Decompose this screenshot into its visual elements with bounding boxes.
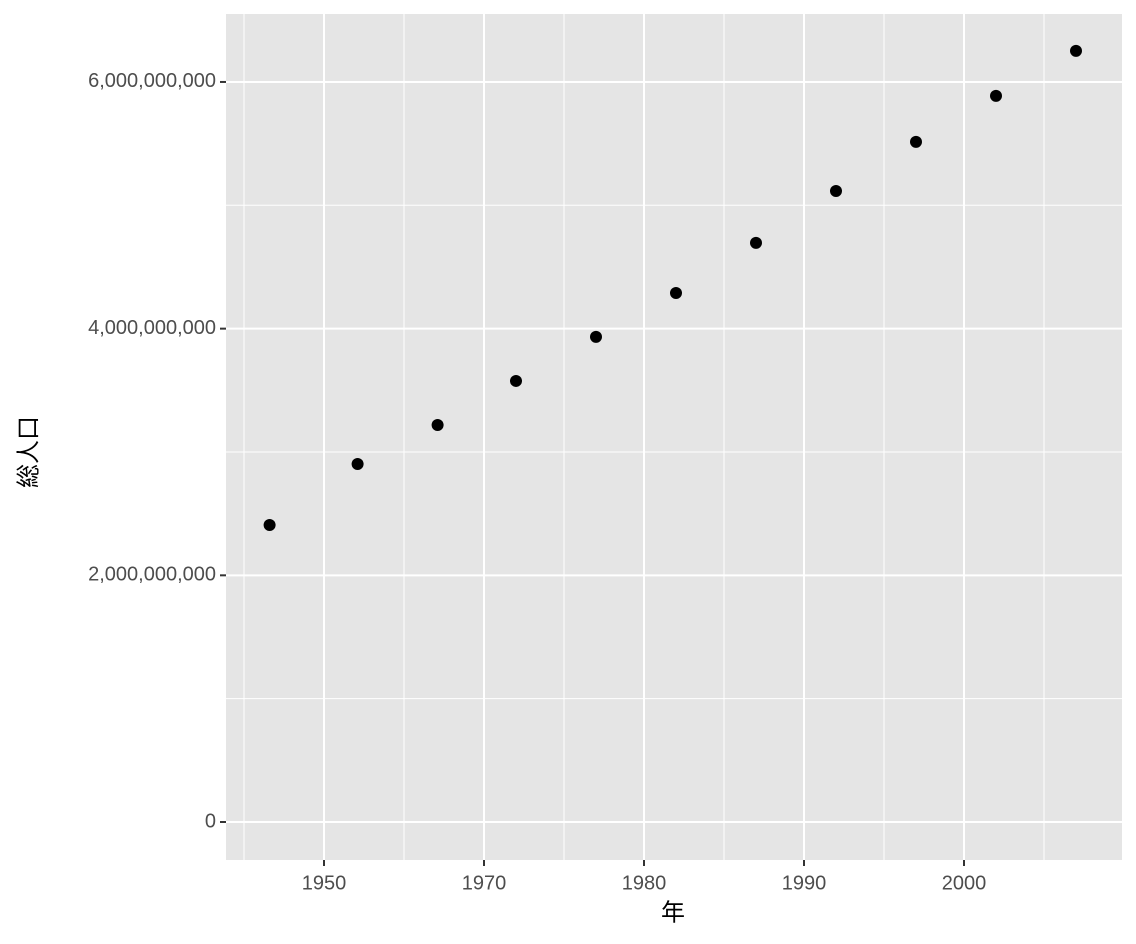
x-tick-label: 1970 (462, 872, 507, 894)
y-tick-label: 6,000,000,000 (88, 70, 216, 92)
x-tick-label: 1990 (782, 872, 827, 894)
point (1070, 44, 1082, 57)
point (910, 135, 922, 148)
y-tick-label: 0 (205, 810, 216, 832)
point (830, 184, 842, 197)
point (990, 89, 1002, 102)
point (510, 374, 522, 387)
x-tick-label: 1950 (302, 872, 347, 894)
point (590, 330, 602, 343)
x-tick-label: 1980 (622, 872, 667, 894)
x-tick-label: 2000 (942, 872, 987, 894)
point (351, 457, 364, 470)
point (431, 418, 444, 431)
point (750, 236, 762, 249)
point (263, 519, 276, 532)
point (670, 286, 682, 299)
panel (226, 14, 1122, 860)
y-tick-label: 4,000,000,000 (88, 317, 216, 339)
y-tick-label: 2,000,000,000 (88, 564, 216, 586)
y-axis-title: 総人口 (15, 416, 42, 488)
x-axis-title: 年 (661, 899, 685, 926)
